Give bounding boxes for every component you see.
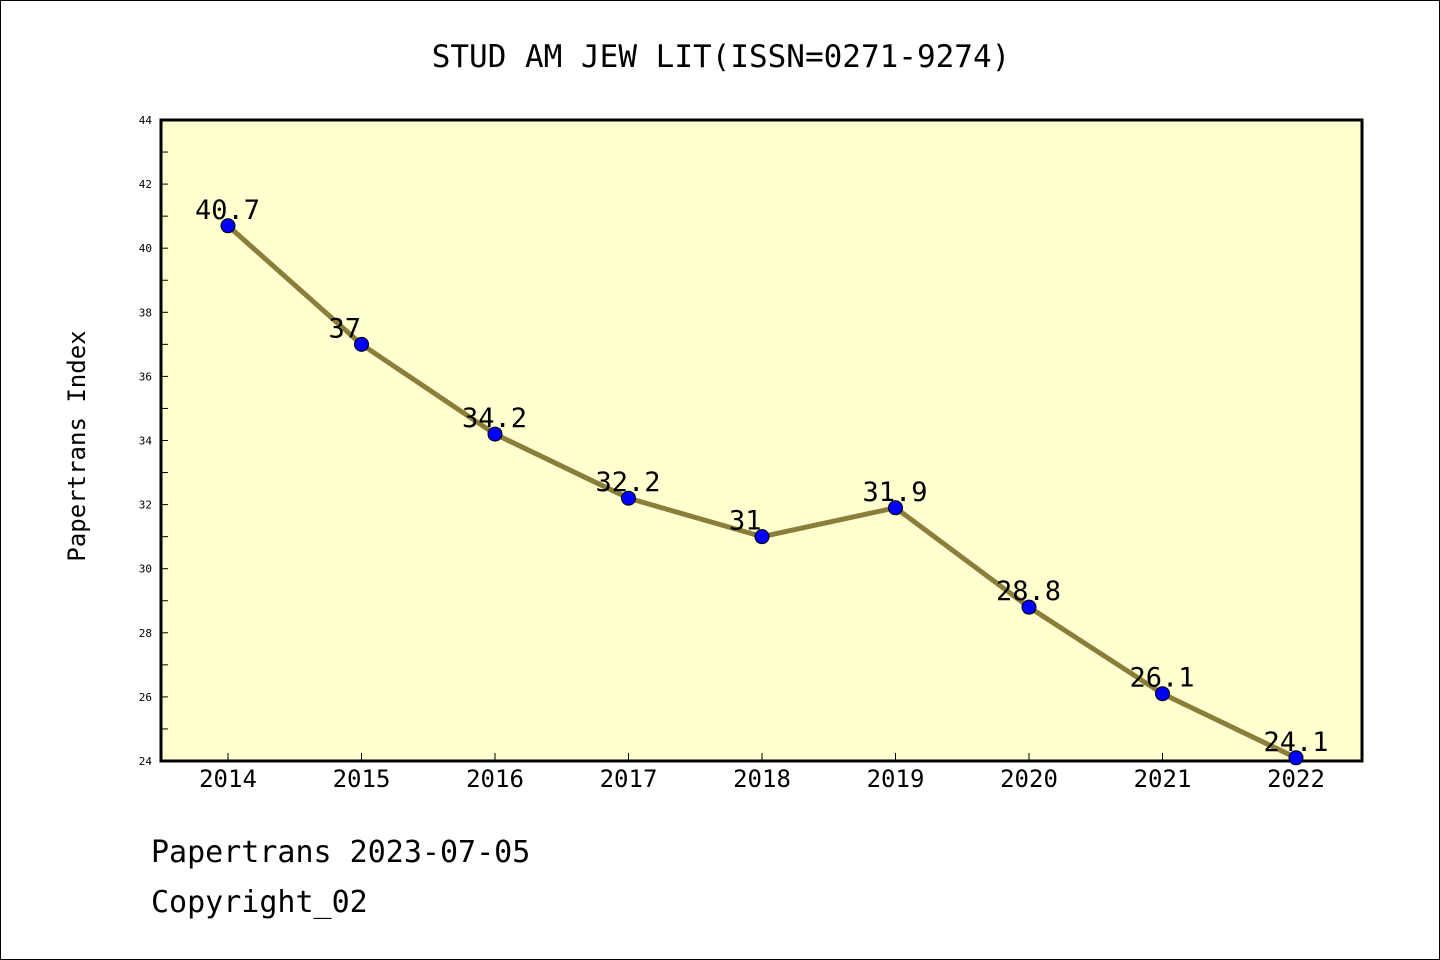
x-tick-label: 2017 (600, 765, 658, 793)
data-point-marker (1155, 686, 1170, 702)
x-tick-label: 2019 (867, 765, 925, 793)
data-point-marker (1021, 599, 1037, 615)
x-tick-label: 2022 (1267, 765, 1325, 793)
y-tick-label: 24 (139, 755, 153, 768)
data-point-label: 32.2 (596, 467, 661, 498)
data-point-label: 34.2 (462, 403, 527, 434)
data-point-marker (754, 529, 770, 545)
footer-date: Papertrans 2023-07-05 (151, 835, 531, 870)
y-tick-label: 40 (139, 242, 152, 255)
data-point-label: 37 (329, 313, 362, 344)
y-tick-label: 28 (139, 627, 152, 640)
data-point-marker (220, 218, 236, 234)
x-tick-label: 2016 (466, 765, 524, 793)
x-axis: 2014 2015 2016 2017 2018 2019 2020 2021 2022 (199, 753, 1325, 793)
y-tick-label: 26 (139, 691, 152, 704)
x-tick-label: 2021 (1134, 765, 1192, 793)
data-markers (220, 218, 1304, 766)
data-point-marker (621, 490, 636, 506)
data-point-marker (354, 336, 369, 352)
y-tick-label: 30 (139, 563, 152, 576)
data-labels: 40.7 37 34.2 32.2 31 31.9 28.8 26.1 24.1 (195, 195, 1329, 758)
data-point-label: 31.9 (863, 477, 928, 508)
data-point-marker (888, 500, 903, 516)
data-point-label: 31 (729, 506, 762, 537)
y-tick-label: 36 (139, 370, 152, 383)
y-tick-label: 34 (139, 435, 153, 448)
plot-area (159, 118, 1364, 763)
x-tick-label: 2018 (733, 765, 791, 793)
data-point-label: 24.1 (1263, 727, 1328, 758)
data-point-marker (1288, 750, 1304, 766)
y-tick-label: 42 (139, 178, 152, 191)
y-axis-label: Papertrans Index (63, 330, 91, 561)
data-point-label: 28.8 (996, 576, 1061, 607)
y-tick-label: 44 (139, 114, 153, 127)
footer-copyright: Copyright_02 (151, 885, 368, 920)
data-point-label: 26.1 (1130, 663, 1195, 694)
data-point-label: 40.7 (195, 195, 260, 226)
x-tick-label: 2015 (333, 765, 391, 793)
y-tick-label: 32 (139, 499, 152, 512)
x-tick-label: 2020 (1000, 765, 1058, 793)
chart-title: STUD AM JEW LIT(ISSN=0271-9274) (432, 39, 1011, 75)
data-point-marker (487, 426, 503, 442)
y-axis: 24 26 28 30 32 34 36 38 40 42 44 (139, 114, 168, 768)
x-tick-label: 2014 (199, 765, 257, 793)
y-tick-label: 38 (139, 306, 152, 319)
